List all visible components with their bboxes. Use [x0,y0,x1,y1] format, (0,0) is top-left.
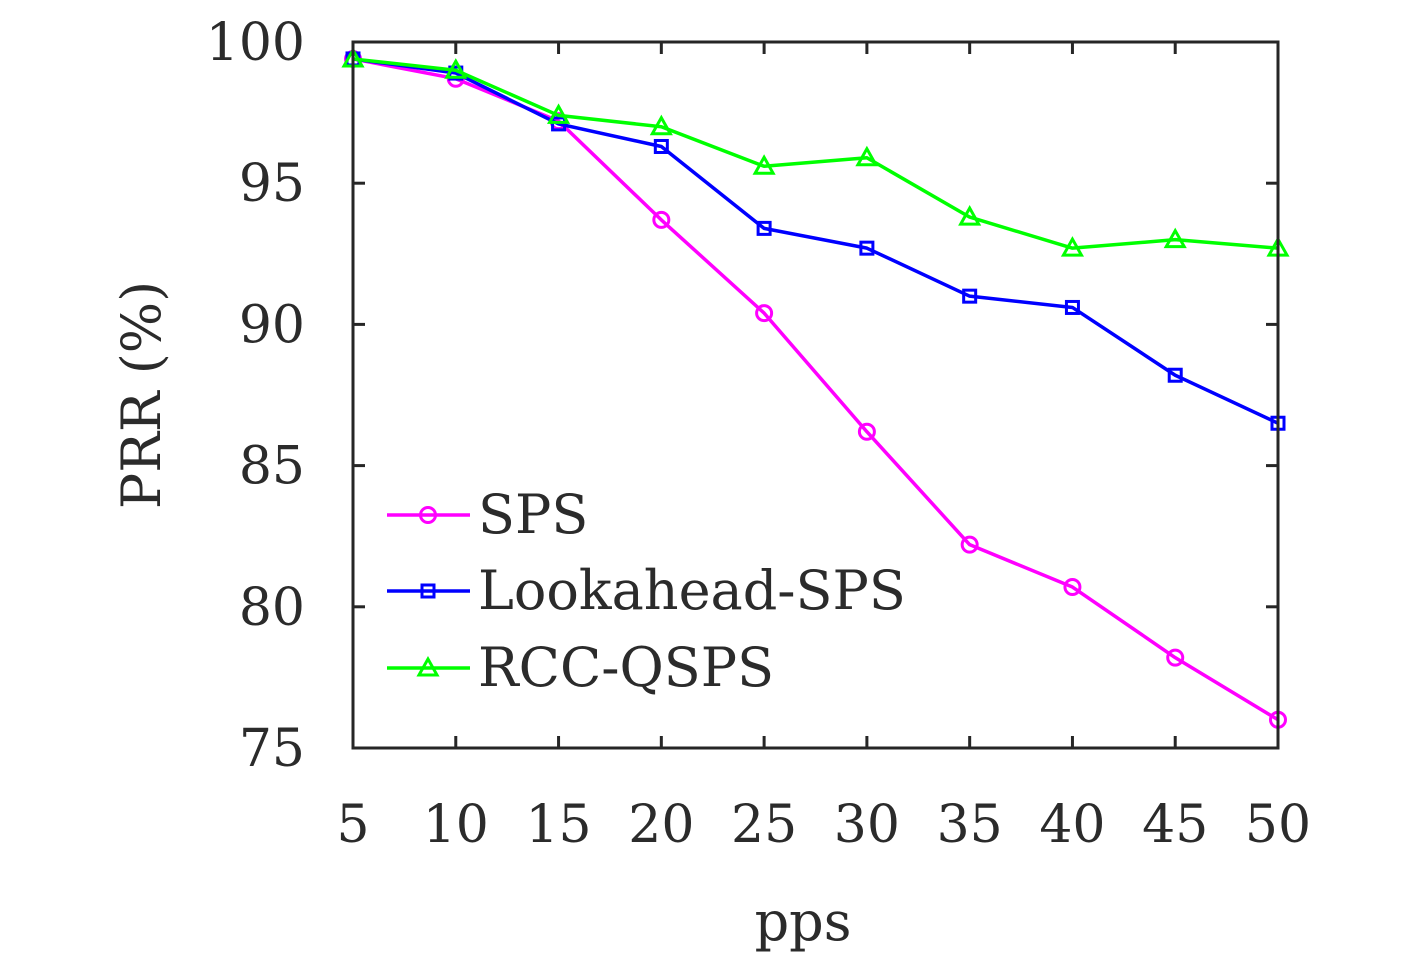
x-tick-label: 25 [731,795,797,855]
legend-item: Lookahead-SPS [387,559,906,622]
x-tick-label: 45 [1142,795,1208,855]
data-point [855,145,879,167]
data-point [755,304,774,323]
series-line [352,57,1279,425]
legend-marker [416,655,440,677]
x-tick-label: 30 [834,795,900,855]
x-tick-label: 10 [423,795,489,855]
x-tick-label: 35 [937,795,1003,855]
data-point [653,138,669,154]
legend-marker [419,506,437,524]
legend-item: SPS [387,483,588,546]
data-point [1063,578,1082,597]
data-point [546,103,571,124]
x-tick-label: 15 [525,795,591,855]
y-tick-label: 80 [239,578,305,638]
plot-frame [351,40,1280,750]
data-point [1166,648,1185,667]
data-point [859,240,875,256]
x-tick-label: 20 [628,795,694,855]
data-point [1163,227,1187,249]
data-point [649,114,673,136]
series-sps [344,49,1287,729]
data-point [756,220,772,236]
x-tick-label: 5 [336,795,369,855]
data-point [752,154,776,175]
x-tick-label: 40 [1039,795,1105,855]
y-tick-label: 90 [239,295,305,355]
x-axis-label: pps [755,890,852,953]
series-rcc-qsps [341,46,1290,257]
y-axis-label: PRR (%) [110,281,173,509]
legend-label: Lookahead-SPS [478,559,906,622]
x-tick-label: 50 [1245,795,1311,855]
data-point [1167,367,1183,383]
ticks-layer: 5 10 15 20 25 30 35 40 45 50 75 80 85 90 95 100 [206,13,1311,855]
legend-label: RCC-QSPS [478,636,774,699]
legend: SPS Lookahead-SPS RCC-QSPS [387,483,906,699]
legend-label: SPS [478,483,588,546]
data-point [857,422,876,441]
data-point [960,535,979,554]
data-point [962,288,978,304]
series-layer [341,46,1290,729]
data-point [1064,299,1080,315]
y-tick-label: 85 [239,437,305,497]
y-tick-label: 100 [206,13,305,73]
series-line [352,57,1279,250]
legend-item: RCC-QSPS [387,636,774,699]
y-tick-label: 75 [239,719,305,779]
data-point [1060,236,1085,257]
data-point [652,210,671,229]
legend-marker [420,583,436,599]
data-point [444,58,468,79]
data-point [958,205,982,226]
y-tick-label: 95 [239,154,305,214]
